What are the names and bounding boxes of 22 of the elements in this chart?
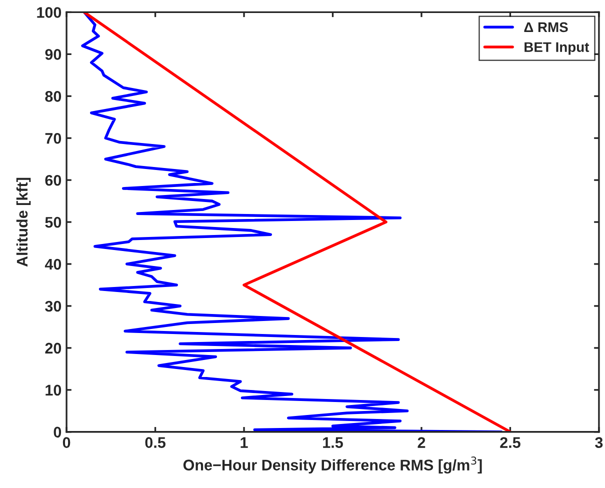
x-tick-label: 0 [62,437,70,448]
legend-label: Δ RMS [524,22,568,32]
x-tick-label: 2 [418,437,426,448]
y-tick-label: 50 [45,216,62,228]
x-tick-label: 1.5 [323,437,343,448]
y-tick-label: 90 [45,49,62,60]
x-tick-label: 2.5 [500,437,520,448]
y-tick-label: 80 [45,91,62,102]
y-tick-label: 10 [46,384,62,396]
y-tick-label: 20 [45,342,62,354]
x-tick-label: 1 [240,437,248,448]
x-tick-label: 3 [595,437,603,448]
y-axis-title: Altitude [kft] [16,178,31,267]
legend-label: BET Input [524,42,590,55]
y-tick-label: 40 [44,258,62,270]
y-tick-label: 100 [37,7,62,18]
y-tick-label: 70 [45,132,62,144]
y-tick-label: 0 [54,426,62,438]
y-tick-label: 30 [45,300,62,312]
x-tick-label: 0.5 [145,437,166,448]
x-axis-title: One−Hour Density Difference RMS [g/m$^{3}$] [183,456,482,474]
y-tick-label: 60 [45,174,62,186]
